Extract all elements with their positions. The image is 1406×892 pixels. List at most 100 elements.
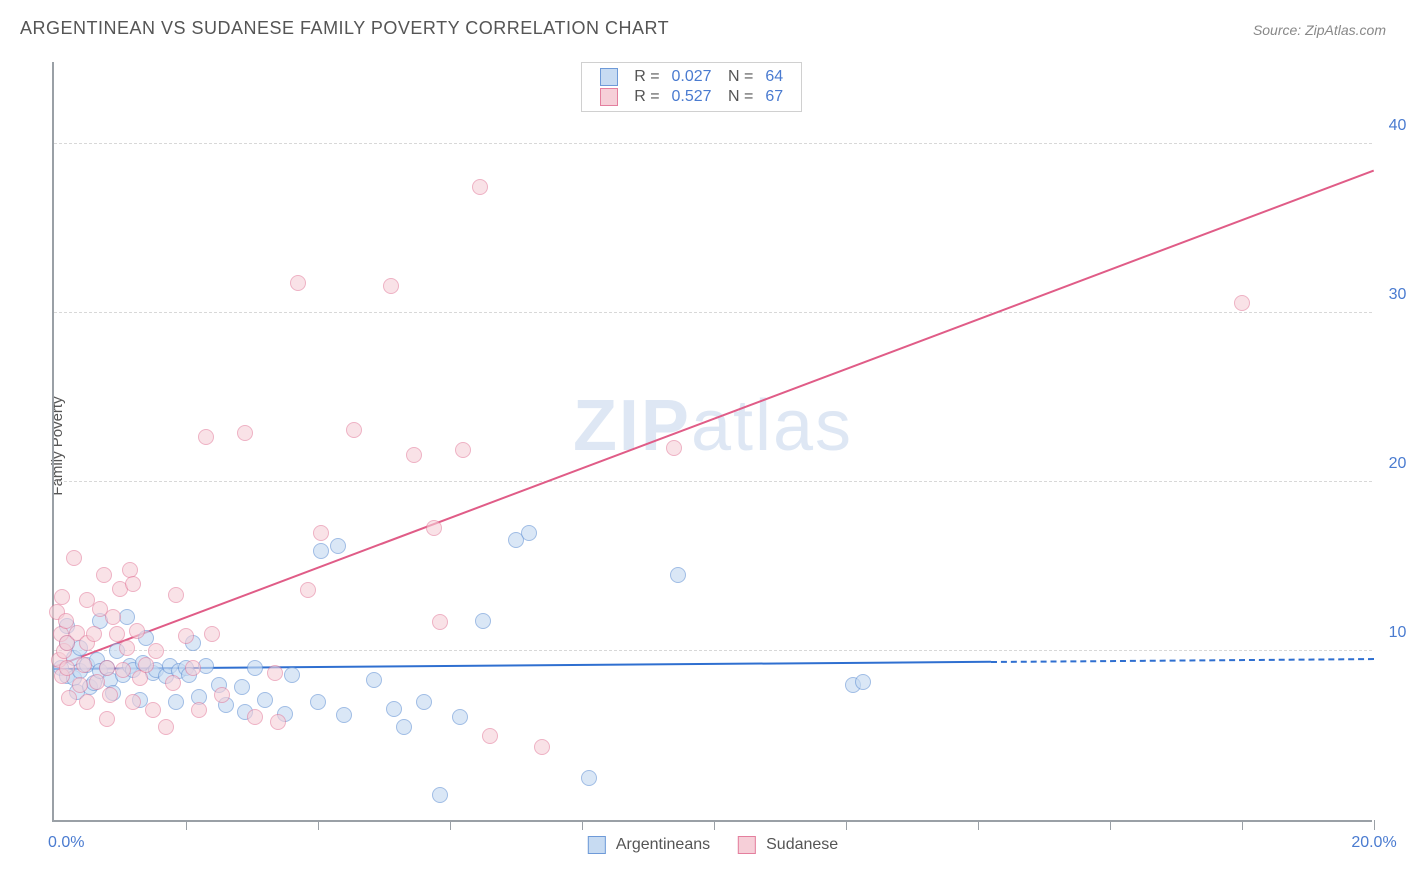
swatch-sudanese xyxy=(600,88,618,106)
swatch-argentineans-icon xyxy=(588,836,606,854)
data-point xyxy=(129,623,145,639)
data-point xyxy=(66,550,82,566)
x-tick xyxy=(450,820,451,830)
data-point xyxy=(534,739,550,755)
data-point xyxy=(158,719,174,735)
x-tick xyxy=(1242,820,1243,830)
x-tick xyxy=(846,820,847,830)
gridline xyxy=(54,143,1372,144)
data-point xyxy=(313,543,329,559)
data-point xyxy=(204,626,220,642)
data-point xyxy=(336,707,352,723)
y-tick-label: 40.0% xyxy=(1389,117,1406,135)
data-point xyxy=(119,640,135,656)
series-legend: Argentineans Sudanese xyxy=(588,836,838,854)
y-tick-label: 30.0% xyxy=(1389,286,1406,304)
chart-container: ARGENTINEAN VS SUDANESE FAMILY POVERTY C… xyxy=(0,0,1406,892)
data-point xyxy=(1234,295,1250,311)
data-point xyxy=(247,660,263,676)
data-point xyxy=(96,567,112,583)
data-point xyxy=(105,609,121,625)
data-point xyxy=(472,179,488,195)
swatch-sudanese-icon xyxy=(738,836,756,854)
data-point xyxy=(366,672,382,688)
data-point xyxy=(191,702,207,718)
x-tick xyxy=(582,820,583,830)
x-origin-label: 0.0% xyxy=(48,834,84,852)
x-tick-label: 20.0% xyxy=(1351,834,1396,852)
data-point xyxy=(102,687,118,703)
data-point xyxy=(396,719,412,735)
data-point xyxy=(267,665,283,681)
data-point xyxy=(59,660,75,676)
data-point xyxy=(426,520,442,536)
x-tick xyxy=(318,820,319,830)
chart-title: ARGENTINEAN VS SUDANESE FAMILY POVERTY C… xyxy=(20,18,669,39)
data-point xyxy=(168,694,184,710)
data-point xyxy=(125,576,141,592)
y-tick-label: 10.0% xyxy=(1389,624,1406,642)
data-point xyxy=(416,694,432,710)
correlation-legend: R =0.027 N =64 R =0.527 N =67 xyxy=(581,62,802,112)
x-tick xyxy=(978,820,979,830)
data-point xyxy=(666,440,682,456)
data-point xyxy=(76,657,92,673)
legend-item-sudanese: Sudanese xyxy=(738,836,838,854)
data-point xyxy=(346,422,362,438)
data-point xyxy=(145,702,161,718)
data-point xyxy=(72,677,88,693)
x-tick xyxy=(186,820,187,830)
data-point xyxy=(148,643,164,659)
x-tick xyxy=(714,820,715,830)
data-point xyxy=(89,674,105,690)
x-tick xyxy=(1110,820,1111,830)
data-point xyxy=(330,538,346,554)
data-point xyxy=(214,687,230,703)
legend-row-argentineans: R =0.027 N =64 xyxy=(594,67,789,87)
data-point xyxy=(99,660,115,676)
source-label: Source: ZipAtlas.com xyxy=(1253,22,1386,38)
data-point xyxy=(257,692,273,708)
data-point xyxy=(521,525,537,541)
gridline xyxy=(54,481,1372,482)
data-point xyxy=(581,770,597,786)
data-point xyxy=(475,613,491,629)
data-point xyxy=(310,694,326,710)
data-point xyxy=(99,711,115,727)
data-point xyxy=(185,660,201,676)
plot-area: ZIPatlas R =0.027 N =64 R =0.527 N =67 0… xyxy=(52,62,1372,822)
gridline xyxy=(54,312,1372,313)
data-point xyxy=(406,447,422,463)
data-point xyxy=(247,709,263,725)
data-point xyxy=(670,567,686,583)
data-point xyxy=(432,614,448,630)
data-point xyxy=(234,679,250,695)
gridline xyxy=(54,650,1372,651)
data-point xyxy=(270,714,286,730)
data-point xyxy=(482,728,498,744)
swatch-argentineans xyxy=(600,68,618,86)
data-point xyxy=(79,694,95,710)
data-point xyxy=(300,582,316,598)
data-point xyxy=(54,589,70,605)
data-point xyxy=(386,701,402,717)
data-point xyxy=(290,275,306,291)
data-point xyxy=(138,657,154,673)
data-point xyxy=(237,425,253,441)
data-point xyxy=(125,694,141,710)
data-point xyxy=(165,675,181,691)
data-point xyxy=(855,674,871,690)
data-point xyxy=(86,626,102,642)
data-point xyxy=(313,525,329,541)
data-point xyxy=(168,587,184,603)
y-tick-label: 20.0% xyxy=(1389,455,1406,473)
data-point xyxy=(455,442,471,458)
legend-item-argentineans: Argentineans xyxy=(588,836,710,854)
data-point xyxy=(61,690,77,706)
data-point xyxy=(115,662,131,678)
x-tick xyxy=(1374,820,1375,830)
trend-line xyxy=(54,170,1375,668)
data-point xyxy=(383,278,399,294)
data-point xyxy=(198,429,214,445)
trend-line-dashed xyxy=(991,658,1374,663)
